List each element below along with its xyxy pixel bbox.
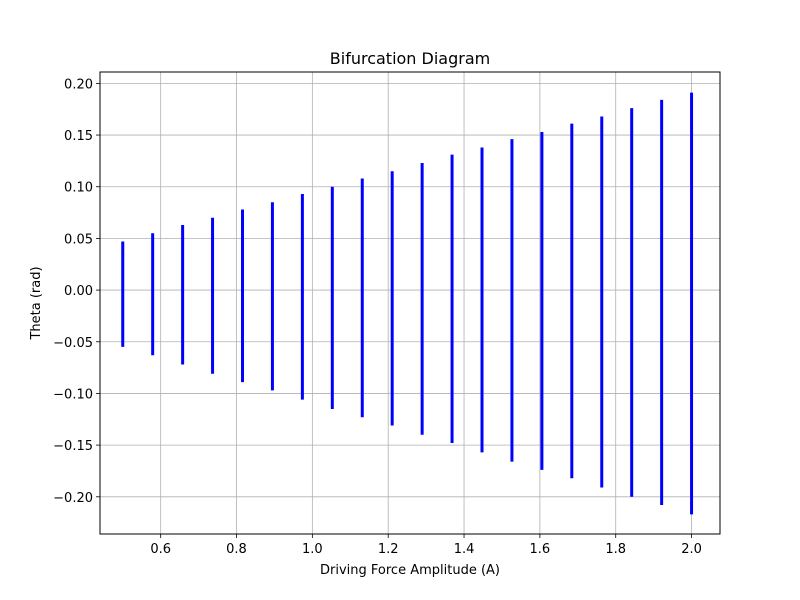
y-tick-label: −0.15 (53, 439, 93, 454)
x-tick-label: 1.0 (302, 542, 323, 557)
x-tick-label: 1.6 (530, 542, 551, 557)
y-tick-label: 0.15 (64, 129, 93, 144)
y-tick-label: −0.10 (53, 387, 93, 402)
x-tick-label: 0.6 (150, 542, 171, 557)
y-tick-label: 0.00 (64, 284, 93, 299)
y-tick-label: −0.05 (53, 336, 93, 351)
y-axis-label: Theta (rad) (29, 266, 44, 340)
y-axis-ticks: −0.20 −0.15 −0.10 −0.05 0.00 0.05 0.10 0.15 0.20 (53, 77, 100, 506)
x-axis-ticks: 0.6 0.8 1.0 1.2 1.4 1.6 1.8 2.0 (150, 534, 702, 557)
chart-title: Bifurcation Diagram (330, 49, 490, 68)
y-tick-label: −0.20 (53, 491, 93, 506)
x-tick-label: 0.8 (226, 542, 247, 557)
grid (100, 72, 720, 534)
x-axis-label: Driving Force Amplitude (A) (320, 563, 500, 578)
x-tick-label: 1.8 (605, 542, 626, 557)
x-tick-label: 1.4 (454, 542, 475, 557)
y-tick-label: 0.05 (64, 232, 93, 247)
y-tick-label: 0.20 (64, 77, 93, 92)
data-series (121, 92, 694, 515)
plot-frame (99, 71, 721, 535)
y-tick-label: 0.10 (64, 181, 93, 196)
x-tick-label: 1.2 (378, 542, 399, 557)
x-tick-label: 2.0 (681, 542, 702, 557)
